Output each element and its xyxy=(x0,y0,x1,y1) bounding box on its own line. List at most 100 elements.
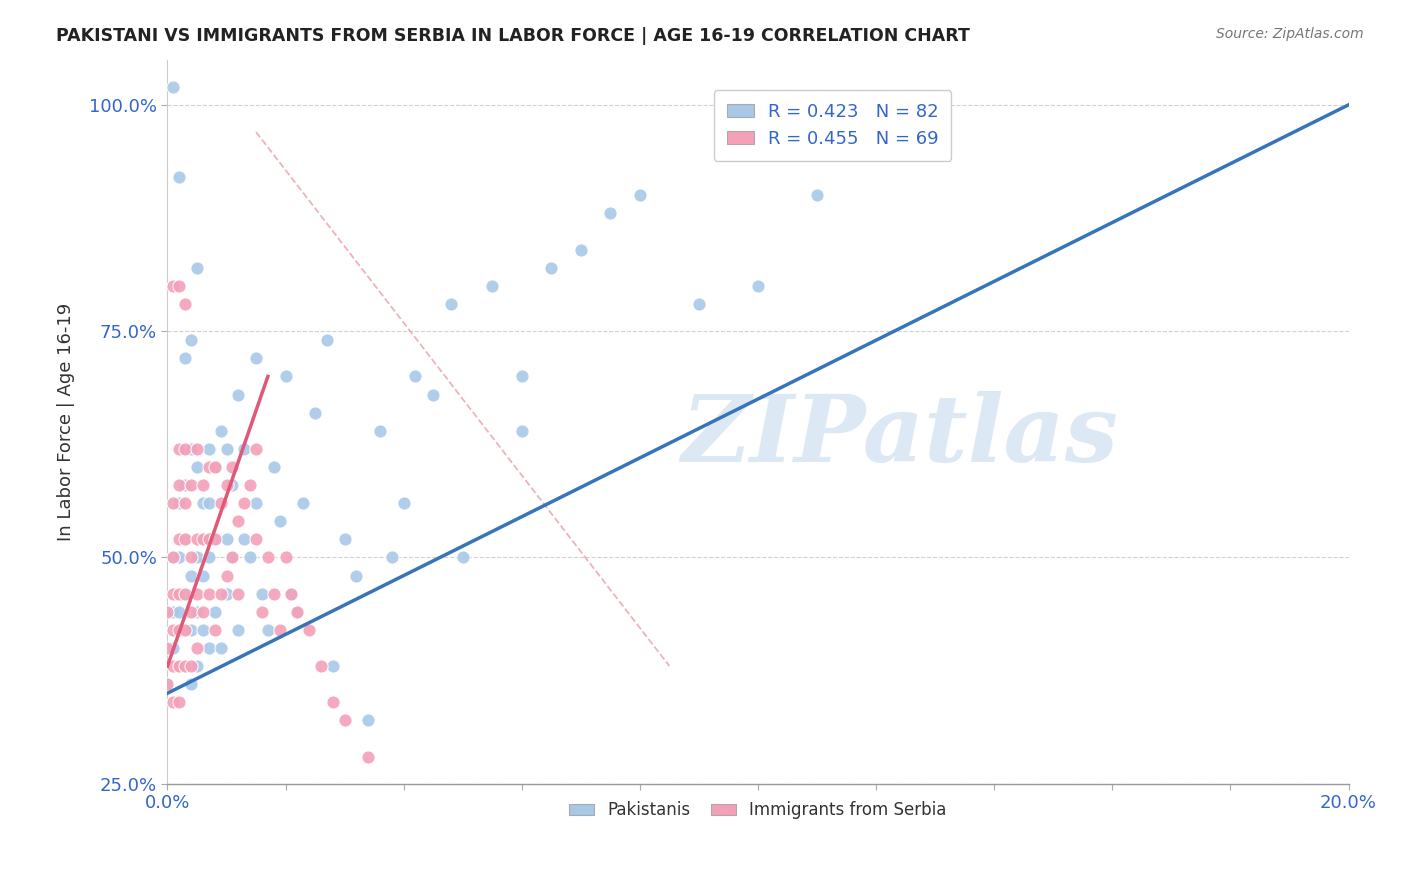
Point xyxy=(180,605,202,619)
Point xyxy=(174,659,197,673)
Point xyxy=(191,496,214,510)
Point xyxy=(481,279,503,293)
Point xyxy=(180,568,202,582)
Point xyxy=(169,659,191,673)
Point xyxy=(174,623,197,637)
Point xyxy=(422,387,444,401)
Point xyxy=(688,297,710,311)
Point xyxy=(186,640,208,655)
Point xyxy=(198,533,221,547)
Point xyxy=(169,659,191,673)
Point xyxy=(451,550,474,565)
Point xyxy=(510,424,533,438)
Point xyxy=(292,496,315,510)
Point xyxy=(186,442,208,456)
Y-axis label: In Labor Force | Age 16-19: In Labor Force | Age 16-19 xyxy=(58,302,75,541)
Point xyxy=(540,260,562,275)
Point xyxy=(162,695,184,709)
Point xyxy=(381,804,404,818)
Point xyxy=(169,623,191,637)
Point xyxy=(215,587,238,601)
Point xyxy=(250,605,273,619)
Point xyxy=(156,640,179,655)
Point xyxy=(322,659,344,673)
Point xyxy=(174,478,197,492)
Point xyxy=(169,533,191,547)
Point xyxy=(239,478,262,492)
Point xyxy=(245,496,267,510)
Point xyxy=(233,496,256,510)
Point xyxy=(628,188,651,202)
Point xyxy=(239,550,262,565)
Point xyxy=(169,478,191,492)
Point xyxy=(245,442,267,456)
Point xyxy=(174,496,197,510)
Point xyxy=(257,623,280,637)
Point xyxy=(162,279,184,293)
Point xyxy=(174,533,197,547)
Point xyxy=(357,749,380,764)
Point xyxy=(191,533,214,547)
Point xyxy=(274,550,297,565)
Point xyxy=(333,714,356,728)
Point xyxy=(333,533,356,547)
Point xyxy=(162,496,184,510)
Point xyxy=(174,442,197,456)
Point xyxy=(204,459,226,474)
Point xyxy=(209,424,232,438)
Point xyxy=(169,170,191,185)
Point xyxy=(245,351,267,366)
Point xyxy=(180,623,202,637)
Point xyxy=(215,533,238,547)
Point xyxy=(250,587,273,601)
Point xyxy=(162,640,184,655)
Point xyxy=(263,587,285,601)
Point xyxy=(924,125,946,139)
Point xyxy=(186,459,208,474)
Point xyxy=(215,442,238,456)
Point xyxy=(280,587,302,601)
Point xyxy=(198,442,221,456)
Point xyxy=(186,550,208,565)
Point xyxy=(440,297,463,311)
Point xyxy=(204,623,226,637)
Point xyxy=(263,459,285,474)
Point xyxy=(156,677,179,691)
Point xyxy=(191,478,214,492)
Point xyxy=(569,243,592,257)
Point xyxy=(322,695,344,709)
Point xyxy=(357,714,380,728)
Point xyxy=(180,659,202,673)
Point xyxy=(198,640,221,655)
Point xyxy=(191,568,214,582)
Point xyxy=(228,387,250,401)
Text: ZIPatlas: ZIPatlas xyxy=(682,392,1118,481)
Point xyxy=(228,514,250,528)
Point xyxy=(257,550,280,565)
Point xyxy=(180,478,202,492)
Point xyxy=(162,550,184,565)
Point xyxy=(169,442,191,456)
Point xyxy=(169,496,191,510)
Point xyxy=(298,623,321,637)
Point xyxy=(221,478,243,492)
Point xyxy=(316,333,339,347)
Point xyxy=(215,478,238,492)
Point xyxy=(280,587,302,601)
Point xyxy=(186,605,208,619)
Point xyxy=(180,333,202,347)
Point xyxy=(204,533,226,547)
Point xyxy=(215,568,238,582)
Point xyxy=(162,550,184,565)
Point xyxy=(162,623,184,637)
Point xyxy=(221,550,243,565)
Point xyxy=(204,459,226,474)
Point xyxy=(346,568,368,582)
Point xyxy=(180,677,202,691)
Point xyxy=(269,623,291,637)
Point xyxy=(162,659,184,673)
Point xyxy=(287,605,309,619)
Point xyxy=(156,677,179,691)
Point xyxy=(392,496,415,510)
Point xyxy=(169,550,191,565)
